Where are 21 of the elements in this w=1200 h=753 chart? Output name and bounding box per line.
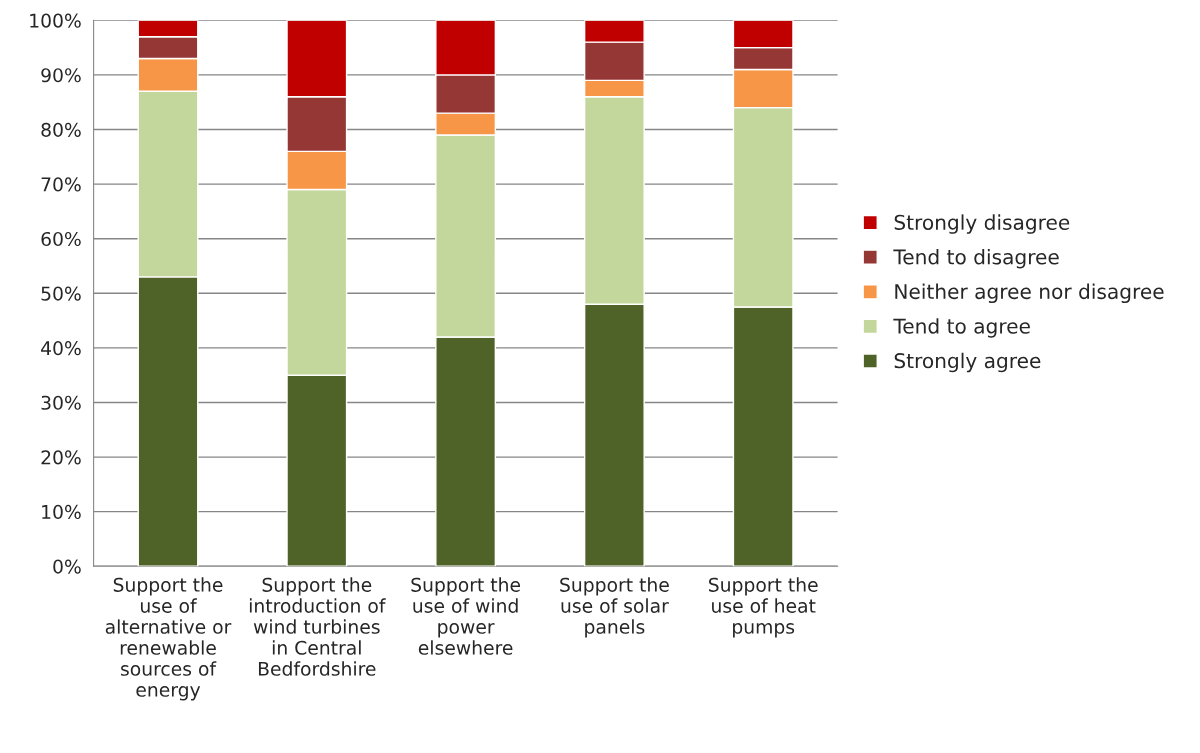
x-tick-label: Support the use of heat pumps [709,577,818,638]
y-tick-label: 20% [41,450,81,465]
x-tick-label: Support the use of wind power elsewhere [411,577,521,655]
y-tick-label: 50% [41,286,81,301]
legend-label: Tend to disagree [893,248,1059,269]
y-tick-label: 40% [41,341,81,356]
legend-label: Strongly agree [894,352,1041,373]
legend-label: Neither agree nor disagree [895,283,1164,304]
y-tick-label: 30% [41,395,81,410]
y-tick-label: 0% [53,559,81,574]
x-tick-label: Support the use of solar panels [560,577,669,638]
y-tick-label: 70% [41,177,81,192]
y-tick-label: 80% [41,122,81,137]
x-tick-label: Support the use of alternative or renewable sources of energy [105,577,232,701]
legend-label: Strongly disagree [894,214,1070,234]
y-tick-label: 100% [30,13,81,28]
x-tick-label: Support the introduction of wind turbines in Central Bedfordshire [249,577,386,676]
y-tick-label: 10% [42,504,81,520]
y-tick-label: 90% [41,68,81,83]
y-tick-label: 60% [41,231,81,247]
legend-label: Tend to agree [893,318,1030,338]
